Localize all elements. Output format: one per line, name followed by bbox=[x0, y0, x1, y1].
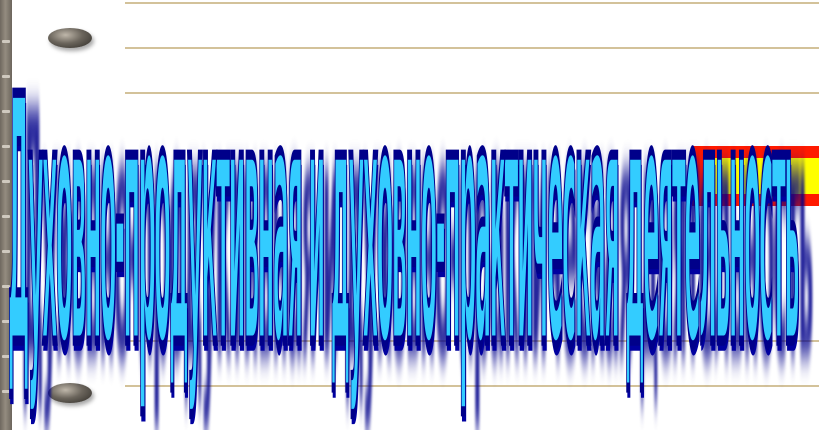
binding-notch bbox=[2, 390, 10, 393]
spiral-ring-bottom bbox=[48, 383, 92, 403]
binding-notch bbox=[2, 320, 10, 323]
binding-notch bbox=[2, 110, 10, 113]
yellow-highlight-box bbox=[692, 146, 819, 206]
binding-notch bbox=[2, 355, 10, 358]
wordart-title-shadow: Духовно-продуктивная и духовно-практичес… bbox=[22, 39, 813, 430]
ruled-line bbox=[125, 92, 819, 94]
binding-notch bbox=[2, 145, 10, 148]
binding-notch bbox=[2, 180, 10, 183]
binding-notch bbox=[2, 215, 10, 218]
ruled-line bbox=[125, 47, 819, 49]
wordart-title-text: Духовно-продуктивная и духовно-практичес… bbox=[8, 24, 800, 423]
binding-notch bbox=[2, 75, 10, 78]
notebook-binding bbox=[0, 0, 12, 430]
binding-notch bbox=[2, 250, 10, 253]
spiral-ring-top bbox=[48, 28, 92, 48]
ruled-line bbox=[125, 2, 819, 4]
ruled-line bbox=[125, 385, 819, 387]
ruled-line bbox=[125, 340, 819, 342]
binding-notch bbox=[2, 285, 10, 288]
binding-notch bbox=[2, 40, 10, 43]
